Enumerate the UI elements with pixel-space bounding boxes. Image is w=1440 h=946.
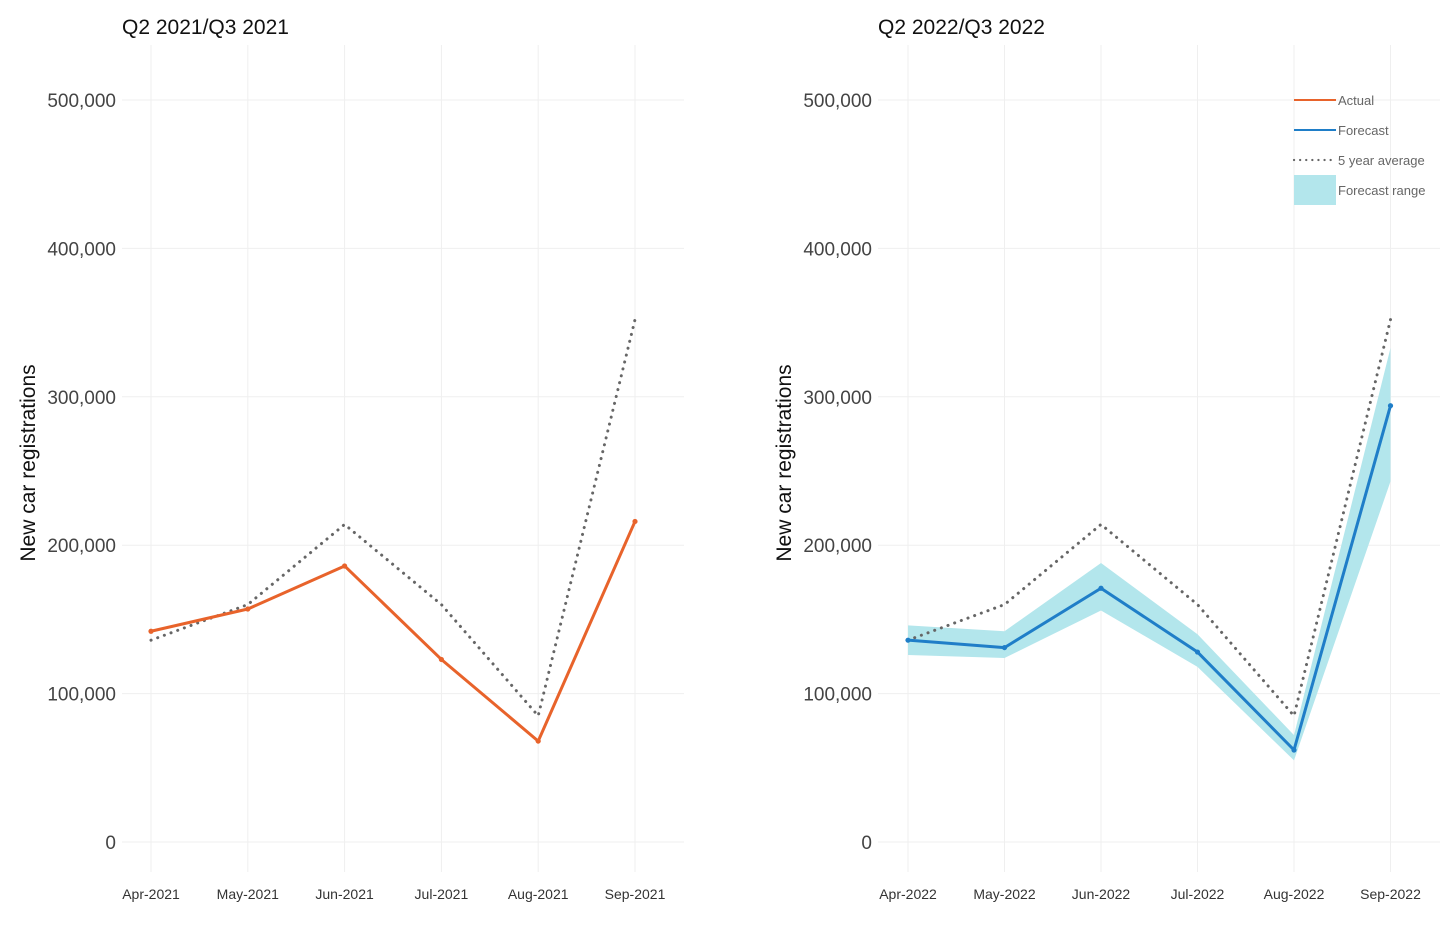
x-tick-label: Aug-2022 xyxy=(1264,886,1325,902)
series-line-5-year-average xyxy=(906,318,1392,718)
legend-item: Forecast range xyxy=(1294,175,1425,205)
series-layer xyxy=(148,318,638,744)
data-point-forecast xyxy=(1387,403,1394,409)
y-tick-label: 300,000 xyxy=(803,388,872,409)
y-tick-label: 0 xyxy=(861,833,872,854)
data-point-actual xyxy=(438,656,444,663)
legend-swatch xyxy=(1294,175,1336,205)
series-line-actual xyxy=(149,519,637,743)
data-point-forecast xyxy=(905,637,911,643)
x-tick-label: Jul-2021 xyxy=(415,886,469,902)
x-tick-label: Apr-2021 xyxy=(122,886,180,902)
x-tick-labels: Apr-2021 May-2021 Jun-2021 Jul-2021 Aug-2021… xyxy=(122,886,665,902)
panel-title: Q2 2021/Q3 2021 xyxy=(122,16,289,39)
x-tick-label: Sep-2021 xyxy=(605,886,666,902)
y-tick-label: 0 xyxy=(105,833,116,854)
series-line-5-year-average xyxy=(149,318,637,718)
legend-item: Actual xyxy=(1294,93,1374,108)
data-point-actual xyxy=(632,518,638,525)
y-tick-label: 100,000 xyxy=(803,685,872,706)
data-point-forecast xyxy=(1194,649,1201,655)
y-tick-label: 200,000 xyxy=(803,536,872,557)
x-tick-label: May-2021 xyxy=(217,886,279,902)
series-line-forecast xyxy=(906,404,1392,752)
legend-item: 5 year average xyxy=(1292,153,1425,168)
data-point-actual xyxy=(342,563,348,569)
data-point-forecast xyxy=(1098,585,1104,591)
series-layer xyxy=(905,318,1394,753)
panel-left: Q2 2021/Q3 2021 New car registrations 0 1… xyxy=(17,16,684,902)
y-axis-label: New car registrations xyxy=(773,364,796,561)
panel-title: Q2 2022/Q3 2022 xyxy=(878,16,1045,39)
x-tick-label: Jun-2021 xyxy=(315,886,374,902)
y-tick-label: 500,000 xyxy=(803,91,872,112)
y-tick-labels: 0 100,000 200,000 300,000 400,000 500,000 xyxy=(803,91,872,854)
data-point-actual xyxy=(535,738,541,744)
y-tick-label: 400,000 xyxy=(803,239,872,260)
legend-item: Forecast xyxy=(1294,123,1389,138)
legend-label: Forecast xyxy=(1338,123,1389,138)
y-tick-label: 400,000 xyxy=(47,239,116,260)
data-point-forecast xyxy=(1291,747,1297,753)
data-point-actual xyxy=(148,628,154,634)
legend: Actual Forecast 5 year average Forecast ran… xyxy=(1292,93,1425,205)
data-point-actual xyxy=(245,606,251,612)
x-tick-label: May-2022 xyxy=(973,886,1035,902)
y-tick-label: 100,000 xyxy=(47,685,116,706)
panel-right: Q2 2022/Q3 2022 New car registrations 0 1… xyxy=(773,16,1440,902)
y-tick-label: 300,000 xyxy=(47,388,116,409)
y-tick-label: 200,000 xyxy=(47,536,116,557)
x-tick-label: Sep-2022 xyxy=(1360,886,1421,902)
legend-label: Forecast range xyxy=(1338,183,1425,198)
legend-label: 5 year average xyxy=(1338,153,1425,168)
x-tick-labels: Apr-2022 May-2022 Jun-2022 Jul-2022 Aug-2022… xyxy=(879,886,1421,902)
grid xyxy=(122,45,684,872)
x-tick-label: Jun-2022 xyxy=(1072,886,1131,902)
x-tick-label: Aug-2021 xyxy=(508,886,569,902)
data-point-forecast xyxy=(1001,644,1008,651)
y-tick-labels: 0 100,000 200,000 300,000 400,000 500,000 xyxy=(47,91,116,854)
x-tick-label: Apr-2022 xyxy=(879,886,937,902)
y-axis-label: New car registrations xyxy=(17,364,40,561)
y-tick-label: 500,000 xyxy=(47,91,116,112)
x-tick-label: Jul-2022 xyxy=(1171,886,1225,902)
legend-label: Actual xyxy=(1338,93,1374,108)
